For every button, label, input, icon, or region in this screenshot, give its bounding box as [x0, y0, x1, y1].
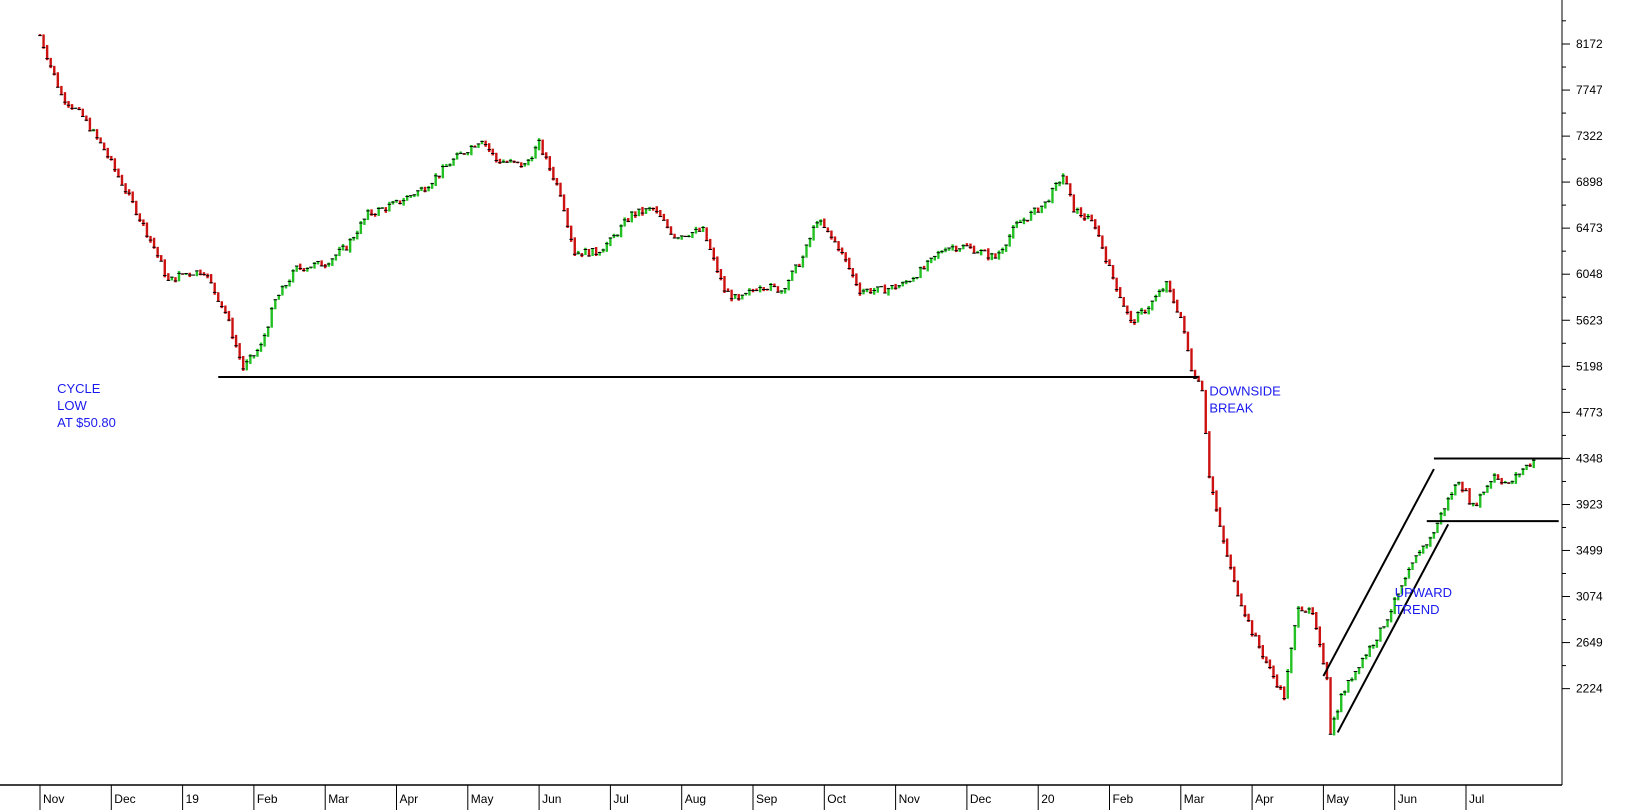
- x-tick-label: Jun: [1398, 792, 1417, 806]
- annotation-label: UPWARD TREND: [1395, 585, 1452, 617]
- y-tick-label: 5623: [1576, 313, 1603, 327]
- x-tick-label: 19: [186, 792, 200, 806]
- price-bars: [38, 34, 1536, 736]
- y-tick-label: 7322: [1576, 129, 1603, 143]
- x-tick-label: Feb: [257, 792, 278, 806]
- y-tick-label: 8172: [1576, 37, 1603, 51]
- x-tick-label: Jun: [542, 792, 561, 806]
- annotation-label: DOWNSIDE BREAK: [1209, 383, 1281, 415]
- y-tick-label: 4773: [1576, 405, 1603, 419]
- y-tick-label: 4348: [1576, 451, 1603, 465]
- x-tick-label: May: [471, 792, 494, 806]
- y-tick-label: 5198: [1576, 359, 1603, 373]
- y-tick-label: 6048: [1576, 267, 1603, 281]
- annotation-line: AT $50.80: [57, 415, 116, 430]
- x-tick-label: Nov: [899, 792, 920, 806]
- y-tick-label: 3499: [1576, 543, 1603, 557]
- y-tick-label: 6473: [1576, 221, 1603, 235]
- x-tick-label: May: [1326, 792, 1349, 806]
- x-tick-label: Nov: [43, 792, 64, 806]
- y-tick-label: 3923: [1576, 497, 1603, 511]
- x-tick-label: Oct: [827, 792, 846, 806]
- x-tick-label: Aug: [685, 792, 706, 806]
- annotation-line: TREND: [1395, 602, 1440, 617]
- trend-channel-line: [1336, 523, 1450, 733]
- y-tick-label: 3074: [1576, 590, 1603, 604]
- x-tick-label: Dec: [970, 792, 991, 806]
- annotation-line: CYCLE: [57, 381, 101, 396]
- trend-channel-line: [1322, 468, 1435, 677]
- overlay-lines: [218, 375, 1563, 733]
- x-tick-label: Feb: [1113, 792, 1134, 806]
- x-tick-label: 20: [1041, 792, 1055, 806]
- x-tick-label: Jul: [613, 792, 628, 806]
- x-tick-label: Dec: [114, 792, 135, 806]
- annotations: CYCLE LOW AT $50.80 DOWNSIDE BREAK UPWARD TREN…: [57, 381, 1452, 617]
- annotation-line: BREAK: [1209, 400, 1253, 415]
- annotation-label: CYCLE LOW AT $50.80: [57, 381, 116, 430]
- y-tick-label: 6898: [1576, 175, 1603, 189]
- y-tick-label: 7747: [1576, 83, 1603, 97]
- annotation-line: DOWNSIDE: [1209, 383, 1281, 398]
- annotation-line: LOW: [57, 398, 87, 413]
- x-tick-label: Sep: [756, 792, 778, 806]
- x-tick-label: Apr: [400, 792, 419, 806]
- x-tick-label: Mar: [328, 792, 349, 806]
- y-tick-label: 2224: [1576, 682, 1603, 696]
- y-axis: 2224 2649 3074 3499 3923 4348 4773 5198 5623 6048…: [1561, 0, 1603, 785]
- annotation-line: UPWARD: [1395, 585, 1452, 600]
- x-tick-label: Apr: [1255, 792, 1274, 806]
- x-axis: Nov Dec 19 Feb Mar Apr May Jun Jul Aug Sep Oct Nov De…: [0, 784, 1562, 810]
- x-tick-label: Jul: [1469, 792, 1484, 806]
- y-tick-label: 2649: [1576, 636, 1603, 650]
- x-tick-label: Mar: [1184, 792, 1205, 806]
